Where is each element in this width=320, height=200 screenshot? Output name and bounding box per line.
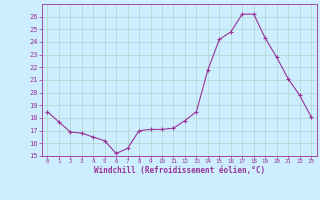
X-axis label: Windchill (Refroidissement éolien,°C): Windchill (Refroidissement éolien,°C)	[94, 166, 265, 175]
